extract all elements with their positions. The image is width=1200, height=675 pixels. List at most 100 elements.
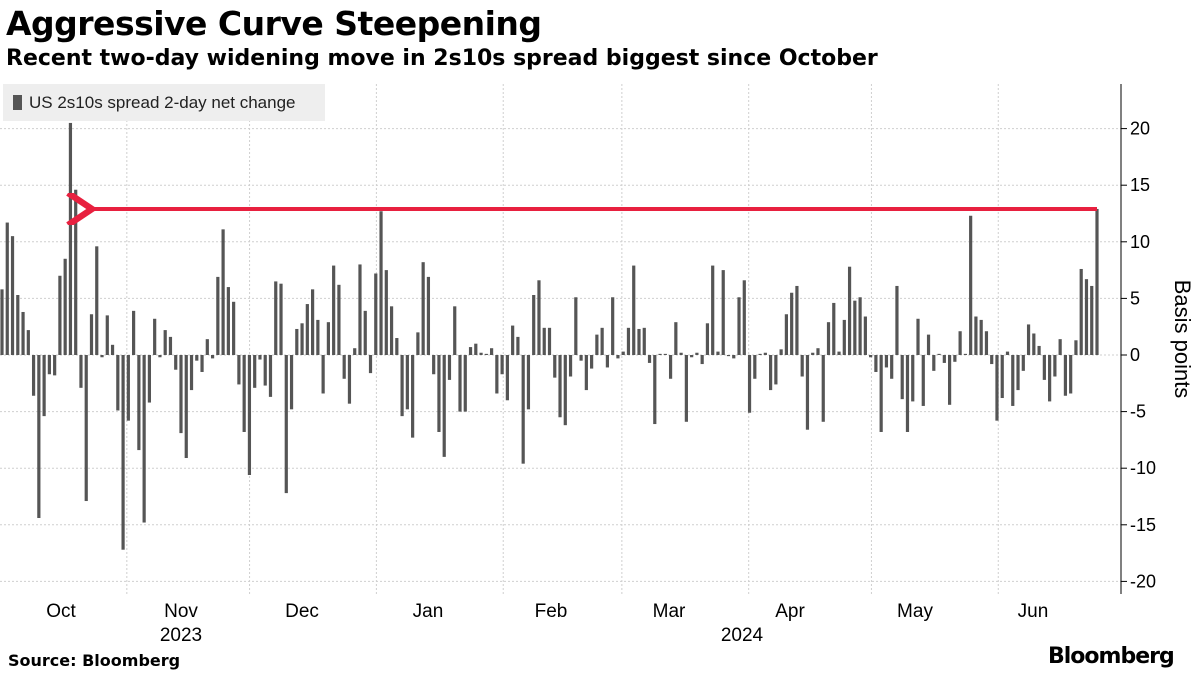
bar [726,355,731,357]
bar [421,262,425,355]
bar [374,273,378,355]
bar [568,355,573,377]
bar [984,331,989,355]
bar [1016,355,1020,391]
bar [263,355,267,386]
bar [68,122,73,355]
bar [905,355,910,432]
bar [284,355,288,494]
bar [105,315,109,355]
bar [832,302,836,355]
bar [858,297,862,355]
bar [258,355,262,360]
bar [1037,345,1041,355]
bar [758,353,762,355]
bar [279,283,283,355]
bar [1021,355,1025,371]
bar [826,322,831,355]
bar [1042,355,1046,380]
bar [1069,355,1073,394]
x-tick-label: Jan [413,601,444,622]
bar [711,265,715,355]
bar [53,355,57,376]
bar [453,306,457,355]
bar [300,323,304,355]
bar [658,353,662,355]
bar [816,348,820,355]
y-tick-label: -20 [1130,571,1156,591]
bar [558,355,562,418]
bar [563,355,567,426]
legend-swatch [13,95,22,110]
bar [121,355,125,550]
bar [295,328,299,355]
bar [226,287,230,355]
bar [705,323,710,355]
x-year-label: 2024 [721,625,764,646]
x-tick-label: May [897,601,933,622]
bar [842,319,846,355]
bar [595,334,599,355]
bar [869,355,873,358]
bar [184,355,188,459]
bar [969,215,973,355]
bar [216,276,220,355]
bar [853,300,857,355]
x-tick-label: Dec [285,601,319,622]
bar [874,355,878,372]
bar [437,355,441,432]
bar [653,355,657,425]
bar [621,351,625,355]
x-year-label: 2023 [160,625,202,646]
bar [769,355,773,391]
bar [84,355,88,502]
chart-title: Aggressive Curve Steepening [6,4,542,43]
bar [400,355,404,417]
chart-subtitle: Recent two-day widening move in 2s10s sp… [6,46,878,71]
x-tick-label: Apr [775,601,805,622]
bar [95,246,99,355]
bar [353,348,357,355]
bar [42,355,46,417]
bar [26,330,30,355]
bar [158,355,162,358]
bar [958,331,962,355]
bar [637,328,641,355]
bar [884,355,889,368]
bar [342,355,346,379]
bar [1048,355,1052,402]
bar [442,355,446,457]
bar [89,314,94,355]
bar [790,292,794,355]
bar [937,353,941,355]
bar [716,351,720,355]
bar [811,352,815,355]
bar [189,355,194,391]
bar [168,336,173,355]
bar [542,327,546,355]
bar [600,327,604,355]
legend: US 2s10s spread 2-day net change [3,84,325,121]
bar [79,355,83,388]
bar [337,284,341,355]
bar [995,355,999,421]
bar [153,318,157,355]
bar [890,355,894,379]
bar [916,318,920,355]
bar [468,347,473,355]
x-tick-label: Jun [1018,601,1049,622]
bar [737,297,741,355]
bar [137,355,141,451]
bar [668,355,673,379]
bar [358,264,362,355]
bar [547,327,552,355]
bar [1074,340,1078,355]
bar [147,355,152,403]
bar [647,355,652,363]
bar [800,355,804,377]
bar [774,355,778,385]
bar [642,327,646,355]
bar [268,355,273,397]
bar [1095,208,1099,355]
source-note: Source: Bloomberg [8,651,181,670]
